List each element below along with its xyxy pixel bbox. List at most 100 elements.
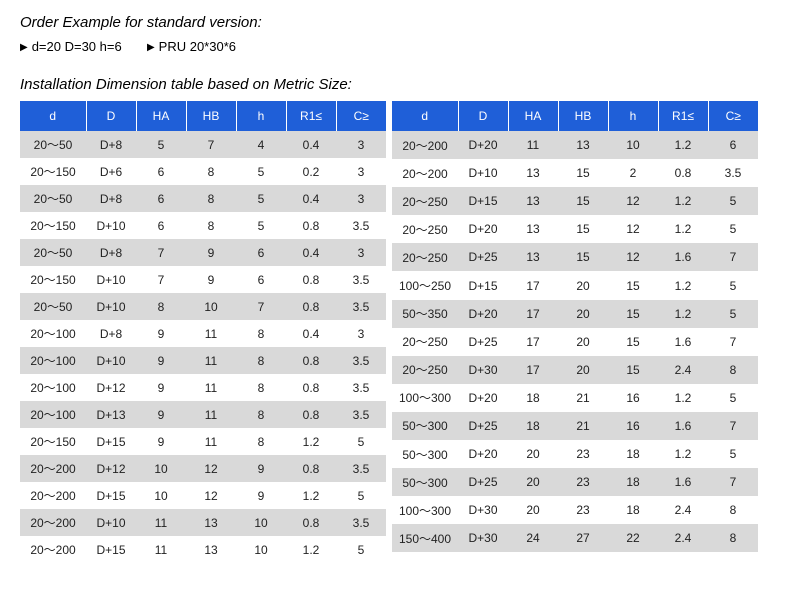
- table-cell: [458, 552, 508, 563]
- triangle-icon: ▶: [147, 42, 155, 53]
- col-D: D: [458, 101, 508, 131]
- table-cell: 8: [186, 185, 236, 212]
- table-cell: D+12: [86, 374, 136, 401]
- table-cell: 0.8: [286, 266, 336, 293]
- table-cell: 20～50: [20, 293, 86, 320]
- table-row: 20～200D+201113101.26: [392, 131, 758, 159]
- table-cell: 15: [608, 300, 658, 328]
- table-row: 100～250D+151720151.25: [392, 271, 758, 299]
- table-cell: 1.2: [286, 428, 336, 455]
- table-cell: 15: [558, 243, 608, 271]
- table-cell: 0.4: [286, 320, 336, 347]
- table-cell: 15: [608, 328, 658, 356]
- table-cell: 3.5: [336, 293, 386, 320]
- table-cell: 3.5: [708, 159, 758, 187]
- table-cell: 20～250: [392, 187, 458, 215]
- table-cell: 7: [708, 468, 758, 496]
- col-D: D: [86, 101, 136, 131]
- table-cell: 5: [236, 212, 286, 239]
- table-cell: D+15: [86, 536, 136, 563]
- table-cell: 8: [186, 212, 236, 239]
- table-cell: 5: [336, 536, 386, 563]
- table-row: 100～300D+302023182.48: [392, 496, 758, 524]
- table-cell: 6: [136, 158, 186, 185]
- table-row: 20～100D+1091180.83.5: [20, 347, 386, 374]
- table-cell: D+6: [86, 158, 136, 185]
- table-cell: 20: [508, 468, 558, 496]
- table-row: 20～100D+1291180.83.5: [20, 374, 386, 401]
- table-cell: 20～150: [20, 428, 86, 455]
- tables-wrap: d D HA HB h R1≤ C≥ 20～50D+85740.4320～150…: [20, 101, 780, 563]
- table-cell: 3: [336, 320, 386, 347]
- table-row: 150～400D+302427222.48: [392, 524, 758, 552]
- table-cell: 50～300: [392, 412, 458, 440]
- table-cell: 10: [186, 293, 236, 320]
- table-cell: D+15: [86, 482, 136, 509]
- table-row: 20～200D+15101291.25: [20, 482, 386, 509]
- table-cell: 1.6: [658, 412, 708, 440]
- table-cell: 11: [136, 536, 186, 563]
- table-cell: D+8: [86, 131, 136, 158]
- table-cell: 1.2: [658, 271, 708, 299]
- table-cell: D+15: [86, 428, 136, 455]
- table-cell: 3: [336, 239, 386, 266]
- table-cell: 13: [508, 159, 558, 187]
- col-R1: R1≤: [286, 101, 336, 131]
- table-cell: 20: [508, 496, 558, 524]
- table-cell: D+10: [86, 212, 136, 239]
- table-cell: 13: [508, 215, 558, 243]
- table-cell: 10: [136, 455, 186, 482]
- table-cell: 150～400: [392, 524, 458, 552]
- table-cell: 10: [136, 482, 186, 509]
- table-cell: [558, 552, 608, 563]
- table-cell: 5: [708, 271, 758, 299]
- table-cell: 3.5: [336, 509, 386, 536]
- table-cell: 20～250: [392, 215, 458, 243]
- col-d: d: [20, 101, 86, 131]
- table-cell: 13: [558, 131, 608, 159]
- table-cell: 9: [236, 455, 286, 482]
- table-cell: D+20: [458, 300, 508, 328]
- table-cell: 50～300: [392, 440, 458, 468]
- table-cell: 20～150: [20, 266, 86, 293]
- table-cell: 3.5: [336, 212, 386, 239]
- table-row: 20～50D+1081070.83.5: [20, 293, 386, 320]
- table-cell: 15: [558, 187, 608, 215]
- table-cell: 1.6: [658, 328, 708, 356]
- table-cell: 1.2: [658, 187, 708, 215]
- table-cell: 1.2: [658, 384, 708, 412]
- table-cell: 12: [608, 187, 658, 215]
- table-header-row: d D HA HB h R1≤ C≥: [20, 101, 386, 131]
- table-cell: 1.2: [658, 300, 708, 328]
- table-cell: 13: [186, 509, 236, 536]
- table-row: 20～200D+12101290.83.5: [20, 455, 386, 482]
- table-cell: 27: [558, 524, 608, 552]
- table-row: 20～150D+66850.23: [20, 158, 386, 185]
- table-cell: 5: [336, 428, 386, 455]
- table-cell: 0.8: [286, 401, 336, 428]
- col-d: d: [392, 101, 458, 131]
- table-cell: 0.8: [286, 509, 336, 536]
- table-cell: [508, 552, 558, 563]
- table-cell: 0.4: [286, 185, 336, 212]
- table-cell: 7: [136, 239, 186, 266]
- table-cell: 6: [136, 185, 186, 212]
- table-cell: 11: [186, 428, 236, 455]
- table-cell: 1.2: [658, 131, 708, 159]
- table-cell: 11: [186, 320, 236, 347]
- table-row: 50～300D+252023181.67: [392, 468, 758, 496]
- table-cell: 3: [336, 185, 386, 212]
- table-cell: 17: [508, 271, 558, 299]
- table-cell: 7: [236, 293, 286, 320]
- table-cell: 3.5: [336, 374, 386, 401]
- order-example-line: ▶d=20 D=30 h=6 ▶PRU 20*30*6: [20, 39, 780, 54]
- table-row: 20～250D+151315121.25: [392, 187, 758, 215]
- table-cell: 3.5: [336, 266, 386, 293]
- table-cell: 9: [136, 428, 186, 455]
- table-cell: 20: [558, 271, 608, 299]
- table-cell: 20～100: [20, 374, 86, 401]
- table-cell: 18: [608, 468, 658, 496]
- table-cell: 23: [558, 468, 608, 496]
- table-cell: D+10: [458, 159, 508, 187]
- table-cell: 20～100: [20, 401, 86, 428]
